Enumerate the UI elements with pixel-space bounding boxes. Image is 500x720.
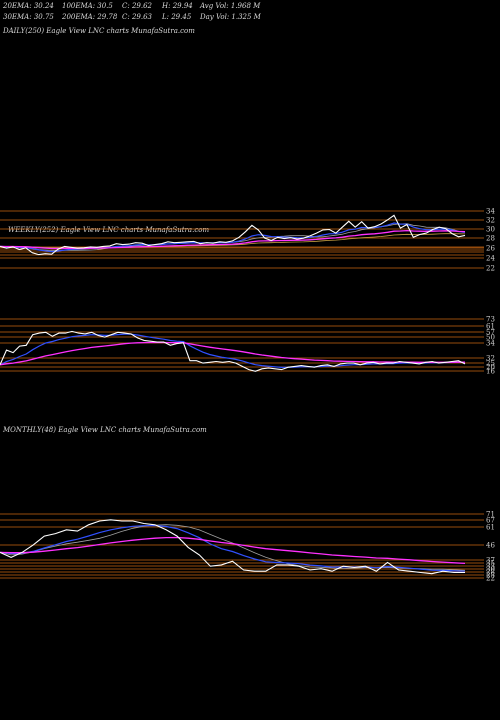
weekly-price-line <box>0 214 466 256</box>
close-label: C: 29.62 <box>122 2 152 10</box>
monthly-ema-gray-line <box>0 524 466 571</box>
rsi-weekly-ema-magenta-line <box>0 341 466 366</box>
weekly-tick-label: 28 <box>486 235 495 243</box>
monthly-tick-label: 37 <box>486 557 495 565</box>
rsi-weekly-tick-label: 34 <box>486 340 495 348</box>
weekly-tick-label: 30 <box>486 226 495 234</box>
rsi-weekly-tick-label: 73 <box>486 316 495 324</box>
daily-chart-title: DAILY(250) Eagle View LNC charts MunafaS… <box>3 27 195 35</box>
weekly-tick-label: 26 <box>486 245 495 253</box>
monthly-chart-title: MONTHLY(48) Eagle View LNC charts Munafa… <box>3 426 207 434</box>
ema100-label: 100EMA: 30.5 <box>62 2 113 10</box>
monthly-tick-label: 46 <box>486 542 495 550</box>
monthly-tick-label: 33 <box>486 563 495 571</box>
monthly-ema-magenta-line <box>0 536 466 565</box>
avg-vol-label: Avg Vol: 1.968 M <box>200 2 261 10</box>
rsi-weekly-tick-label: 50 <box>486 334 495 342</box>
rsi-weekly-tick-label: 20 <box>486 364 495 372</box>
rsi-weekly-tick-label: 25 <box>486 360 495 368</box>
ema20-label: 20EMA: 30.24 <box>3 2 54 10</box>
low-label: L: 29.45 <box>162 13 192 21</box>
close2-label: C: 29.63 <box>122 13 152 21</box>
monthly-tick-label: 30 <box>486 566 495 574</box>
high-label: H: 29.94 <box>162 2 193 10</box>
monthly-tick-label: 61 <box>486 524 495 532</box>
monthly-tick-label: 35 <box>486 560 495 568</box>
rsi-weekly-tick-label: 61 <box>486 323 495 331</box>
ema200-label: 200EMA: 29.78 <box>62 13 118 21</box>
ema30-label: 30EMA: 30.75 <box>3 13 54 21</box>
rsi-weekly-tick-label: 57 <box>486 329 495 337</box>
weekly-ema-blue-line <box>0 222 466 253</box>
rsi-weekly-ema-blue-line <box>0 333 466 369</box>
rsi-weekly-tick-label: 32 <box>486 355 495 363</box>
weekly-ema-magenta-line <box>0 229 466 250</box>
weekly-tick-label: 32 <box>486 217 495 225</box>
monthly-tick-label: 71 <box>486 511 495 519</box>
day-vol-label: Day Vol: 1.325 M <box>200 13 261 21</box>
monthly-tick-label: 25 <box>486 572 495 580</box>
rsi-weekly-tick-label: 16 <box>486 368 495 376</box>
monthly-price-line <box>0 519 465 575</box>
monthly-tick-label: 22 <box>486 575 495 583</box>
weekly-tick-label: 34 <box>486 208 495 216</box>
weekly-ema-gray-line <box>0 223 466 251</box>
weekly-chart-title: WEEKLY(252) Eagle View LNC charts Munafa… <box>8 226 210 234</box>
weekly-tick-label: 24 <box>486 255 495 263</box>
rsi-weekly-price-line <box>0 330 466 372</box>
monthly-tick-label: 28 <box>486 569 495 577</box>
weekly-tick-label: 22 <box>486 265 495 273</box>
monthly-ema-blue-line <box>0 524 466 572</box>
monthly-tick-label: 67 <box>486 517 495 525</box>
